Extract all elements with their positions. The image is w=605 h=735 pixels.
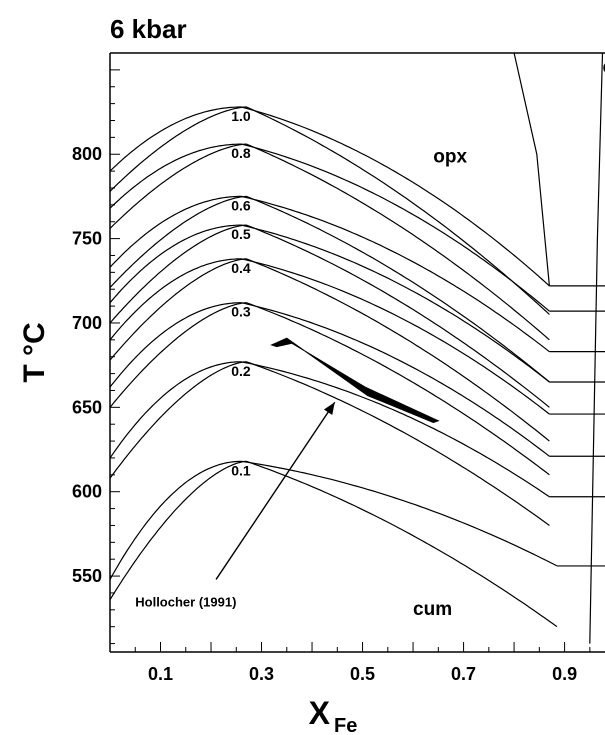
isopleth-curves: [110, 106, 558, 628]
annotation-arrow-line: [215, 401, 336, 580]
isopleth-label-0.6: 0.6: [231, 197, 251, 213]
y-tick-label-600: 600: [72, 482, 102, 502]
isopleth-curve-upper-0.3: [110, 302, 550, 457]
isopleth-curve-upper-0.2: [110, 361, 550, 498]
isopleth-curve-upper-0.1: [110, 460, 558, 580]
isopleth-curve-lower-0.8: [110, 143, 550, 341]
phase-label-opx: opx: [433, 147, 467, 168]
opx-boundary-line: [513, 53, 550, 286]
x-axis-label: X: [309, 695, 331, 731]
y-tick-label-650: 650: [72, 397, 102, 417]
isopleth-label-0.1: 0.1: [231, 462, 251, 478]
isopleth-curve-upper-0.5: [110, 224, 550, 383]
x-tick-label-0.5: 0.5: [350, 664, 375, 684]
x-tick-label-0.7: 0.7: [451, 664, 476, 684]
y-tick-label-800: 800: [72, 144, 102, 164]
isopleth-curve-lower-0.2: [110, 361, 550, 526]
isopleth-curve-upper-0.8: [110, 143, 550, 312]
isopleth-label-1.0: 1.0: [231, 108, 251, 124]
y-tick-label-700: 700: [72, 313, 102, 333]
y-tick-label-750: 750: [72, 229, 102, 249]
isopleth-curve-upper-0.6: [110, 195, 550, 353]
annotation-text: Hollocher (1991): [135, 594, 236, 609]
x-axis-label-subscript: Fe: [334, 715, 357, 735]
x-tick-label-0.9: 0.9: [552, 664, 577, 684]
x-tick-label-0.1: 0.1: [148, 664, 173, 684]
y-axis-label: T °C: [18, 322, 51, 382]
y-tick-label-550: 550: [72, 566, 102, 586]
phase-boundaries: [513, 53, 605, 644]
isopleth-curve-lower-0.5: [110, 224, 550, 408]
chart-title: 6 kbar: [110, 14, 187, 44]
isopleth-curve-upper-0.4: [110, 258, 550, 415]
isopleth-curve-lower-0.4: [110, 258, 550, 442]
isopleth-curve-upper-1.0: [110, 106, 550, 287]
isopleth-label-0.8: 0.8: [231, 145, 251, 161]
isopleth-curve-lower-0.3: [110, 302, 550, 476]
isopleth-label-0.2: 0.2: [231, 363, 251, 379]
isopleth-curve-lower-1.0: [110, 106, 550, 315]
isopleth-label-0.4: 0.4: [231, 260, 251, 276]
annotation-arrow-head: [323, 402, 335, 416]
phase-label-ol: ol: [602, 57, 605, 78]
x-tick-label-0.3: 0.3: [249, 664, 274, 684]
ol-boundary-line: [589, 53, 604, 644]
phase-label-cum: cum: [413, 599, 452, 620]
isopleth-label-0.3: 0.3: [231, 304, 251, 320]
axes: [109, 52, 605, 653]
isopleth-label-0.5: 0.5: [231, 226, 251, 242]
hollocher-band: [270, 337, 440, 424]
isopleth-curve-lower-0.6: [110, 195, 550, 383]
labels: 0.1 0.2 0.3 0.4 0.5 0.6 0.8 1.0 Hollocher (1991)…: [18, 57, 605, 735]
hollocher-band-group: [215, 337, 440, 580]
